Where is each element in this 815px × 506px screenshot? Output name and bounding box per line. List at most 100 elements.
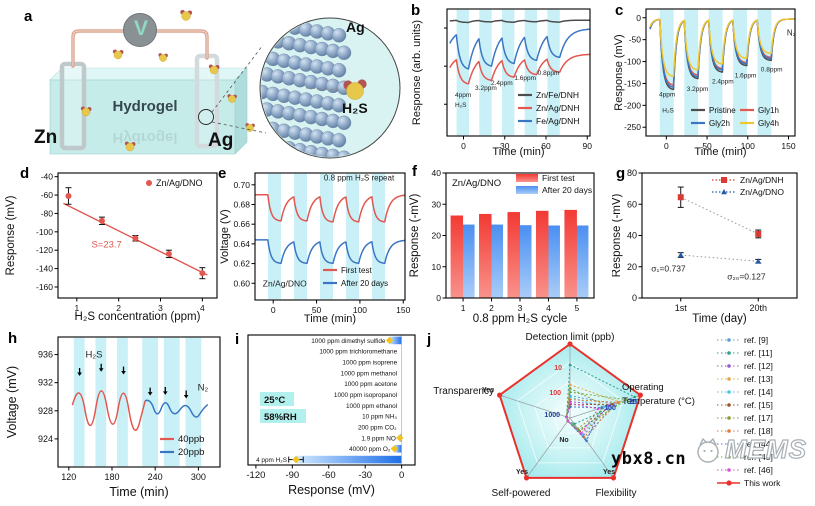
x-tick-label: 4 [200, 303, 205, 313]
gas-label: 10 ppm NH₃ [362, 414, 397, 421]
legend-label: First test [341, 266, 372, 275]
mems-logo-text: MEMS [724, 433, 807, 464]
mems-logo-face-icon [697, 437, 719, 463]
chart-e: 0.8 ppm H₂S repeat Zn/Ag/DNO 0 50 100 150 0.60… [220, 172, 410, 325]
plot-frame [57, 336, 221, 468]
plot-frame [254, 172, 406, 301]
radar-axis-transparency: Transparency [433, 386, 494, 397]
wire-left [71, 29, 127, 68]
y-axis-label: Voltage (mV) [5, 366, 19, 438]
y-tick-label: -40 [41, 172, 54, 182]
legend-label: After 20 days [341, 279, 388, 288]
chart-f: 1 2 3 4 5 0 10 20 30 40 0.8 ppm H₂S cycle Response … [409, 168, 595, 325]
annotation: 2.4ppm [491, 80, 513, 87]
inset-h2s-molecule [346, 82, 364, 100]
x-tick-label: 0 [399, 470, 404, 481]
legend-label: Gly2h [709, 119, 730, 128]
x-axis-label: Response (mV) [288, 483, 375, 497]
x-tick-label: 100 [741, 141, 755, 151]
series-20ppb [144, 399, 209, 418]
bar-after20days [462, 224, 475, 298]
x-tick-label: 50 [312, 305, 322, 315]
gas-label: 1000 ppm acetone [344, 381, 397, 388]
radar-axis-detection-limit: Detection limit (ppb) [526, 332, 615, 343]
annotation: 2.4ppm [712, 78, 734, 85]
hydrogel-body [49, 79, 236, 155]
radar-axis-self-powered: Self-powered [492, 488, 551, 499]
gas-label: 1000 ppm trichloromethane [319, 349, 397, 356]
bar-firsttest [450, 215, 464, 298]
radar-scale-label: Yes [482, 387, 494, 394]
legend-label: Pristine [709, 106, 736, 115]
annotation: 3.2ppm [475, 85, 497, 92]
x-tick-label: 100 [353, 305, 367, 315]
bar-firsttest [564, 209, 577, 298]
y-tick-label: 80 [627, 168, 637, 178]
annotation: 4ppm [455, 92, 471, 99]
annotation: 1.6ppm [514, 75, 536, 82]
x-tick-label: 1st [675, 303, 688, 313]
annotation: H₂S [86, 349, 103, 360]
x-tick-label: 30 [500, 141, 510, 151]
annotation: Zn/Ag/DNO [263, 279, 307, 289]
x-axis-label: Time (min) [492, 146, 544, 158]
x-tick-label: 3 [158, 303, 163, 313]
bar-after20days [490, 224, 504, 298]
annotation: N₂ [787, 28, 796, 37]
radar-legend-label: ref. [46] [744, 465, 773, 475]
y-tick-label: 40 [432, 168, 442, 178]
exposure-band [346, 173, 360, 300]
legend: 40ppb 20ppb [160, 434, 204, 458]
x-tick-label: -60 [322, 470, 336, 481]
y-tick-label: -120 [36, 245, 53, 255]
x-tick-label: 20th [749, 303, 767, 313]
series-Zn/Fe/DNH [449, 19, 590, 24]
x-tick-label: 240 [148, 472, 163, 482]
chart-h: H₂S N₂ 120 180 240 300 924 928 932 936 Time (min) V… [5, 336, 221, 499]
gas-bar [295, 455, 402, 464]
plot-frame [446, 8, 591, 137]
h2s-molecule [125, 142, 135, 152]
y-tick-label: 0.70 [233, 180, 250, 190]
legend-label: After 20 days [542, 185, 592, 195]
exposure-band [479, 9, 492, 136]
panel-label-d: d [20, 165, 30, 182]
h2s-molecule [209, 65, 219, 75]
radar-scale-label: 100 [604, 405, 616, 412]
exposure-band [163, 337, 180, 467]
gas-bar [389, 336, 402, 345]
series-40ppb [71, 390, 146, 431]
y-tick-label: 0.64 [233, 239, 250, 249]
legend-label: Zn/Ag/DNH [740, 175, 783, 185]
chart-i: 1000 ppm dimethyl sulfide 1000 ppm trichl… [246, 334, 416, 497]
radar-legend-label: ref. [14] [744, 387, 773, 397]
hydrogel-label: Hydrogel [112, 98, 178, 115]
exposure-band [117, 337, 128, 467]
panel-label-g: g [616, 165, 626, 182]
gas-label: 1000 ppm isoprene [342, 359, 397, 366]
mems-logo: MEMS [693, 433, 807, 465]
panel-label-b: b [411, 2, 421, 19]
exposure-band [456, 9, 469, 136]
inset-h2s-label: H₂S [342, 100, 368, 116]
svg-text:Temperature (°C): Temperature (°C) [622, 396, 695, 407]
annotation: σ₂₀=0.127 [727, 271, 766, 281]
hydrogel-reflection: Hydrogel [112, 129, 178, 146]
radar-scale-label: 10 [554, 365, 562, 372]
bar-after20days [575, 225, 589, 298]
annotation: 3.2ppm [687, 86, 709, 93]
x-tick-label: 0 [271, 305, 276, 315]
legend: First test After 20 days [516, 173, 592, 195]
bar-after20days [519, 225, 532, 298]
annotation: H₂S [455, 102, 467, 109]
x-tick-label: 1 [461, 303, 466, 313]
exposure-band [268, 173, 282, 300]
condition-label: 25°C [264, 395, 285, 406]
h2s-molecule [113, 50, 123, 60]
panel-label-h: h [8, 330, 18, 347]
x-tick-label: 90 [583, 141, 593, 151]
y-tick-label: -100 [624, 57, 641, 67]
legend: Zn/Ag/DNO [146, 178, 203, 188]
radar-axis-flexibility: Flexibility [595, 488, 636, 499]
gas-label: 1000 ppm ethanol [346, 403, 397, 410]
